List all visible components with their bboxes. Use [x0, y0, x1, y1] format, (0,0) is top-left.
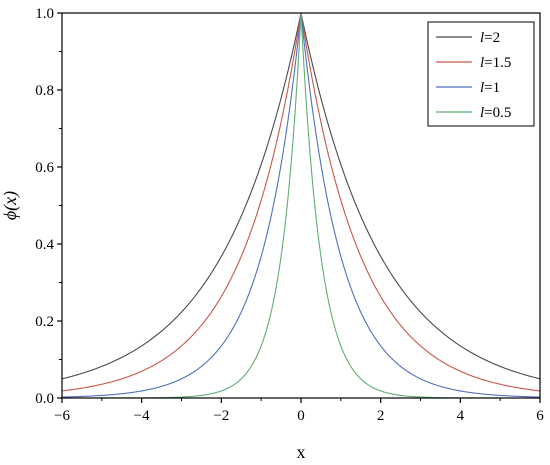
- y-axis: 0.0 0.2 0.4 0.6 0.8 1.0: [35, 6, 62, 407]
- legend: l=2 l=1.5 l=1 l=0.5: [427, 21, 535, 127]
- x-tick-label: −6: [54, 408, 70, 424]
- x-tick-label: 4: [457, 408, 465, 424]
- legend-box: [427, 21, 535, 127]
- y-tick-label: 0.0: [35, 391, 54, 407]
- legend-label: l=2: [480, 30, 500, 46]
- legend-label: l=1: [480, 80, 500, 96]
- x-tick-label: −4: [134, 408, 150, 424]
- x-tick-label: 0: [297, 408, 305, 424]
- x-axis-title: x: [297, 442, 306, 462]
- y-tick-label: 0.2: [35, 314, 54, 330]
- y-tick-label: 1.0: [35, 6, 54, 22]
- legend-label: l=1.5: [480, 55, 511, 71]
- x-axis: −6 −4 −2 0 2 4 6: [54, 398, 544, 424]
- y-tick-label: 0.6: [35, 160, 54, 176]
- legend-label: l=0.5: [480, 105, 511, 121]
- x-tick-label: 2: [377, 408, 385, 424]
- y-tick-label: 0.8: [35, 83, 54, 99]
- y-axis-title: ϕ(x): [0, 191, 21, 220]
- x-tick-label: −2: [213, 408, 229, 424]
- x-tick-label: 6: [536, 408, 544, 424]
- y-tick-label: 0.4: [35, 237, 54, 253]
